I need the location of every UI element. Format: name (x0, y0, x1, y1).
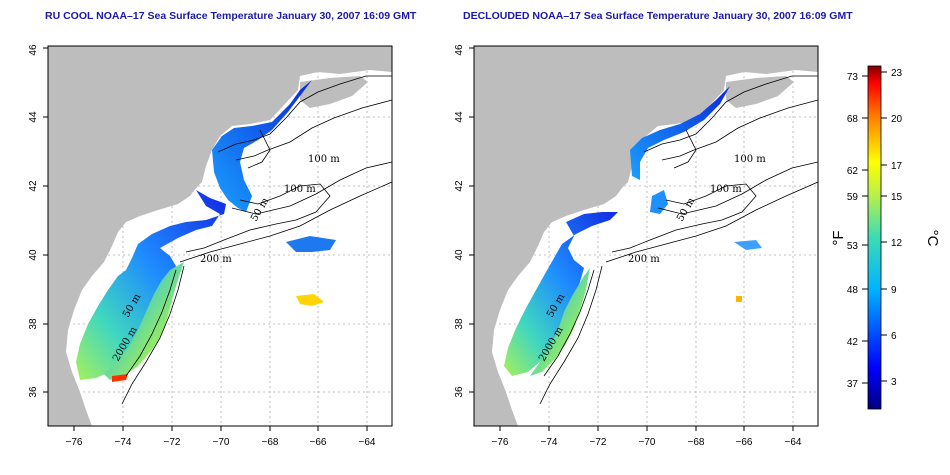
right-ytick: 42 (454, 180, 465, 192)
right-x-tick-labels: −76 −74 −72 −70 −68 −66 −64 (492, 437, 802, 448)
left-ytick: 44 (28, 111, 39, 123)
right-ytick: 38 (454, 318, 465, 330)
right-xtick: −74 (541, 437, 558, 448)
right-ytick: 36 (454, 386, 465, 398)
left-ytick: 38 (28, 318, 39, 330)
right-xtick: −76 (492, 437, 509, 448)
left-ytick: 40 (28, 249, 39, 261)
right-ytick: 46 (454, 44, 465, 56)
right-map-title: DECLOUDED NOAA–17 Sea Surface Temperatur… (463, 10, 853, 22)
left-xtick: −70 (213, 437, 230, 448)
right-xtick: −64 (785, 437, 802, 448)
right-xtick: −72 (590, 437, 607, 448)
left-xtick: −64 (359, 437, 376, 448)
colorbar-f-tick: 62 (847, 166, 859, 177)
colorbar-f-tick: 68 (847, 114, 859, 125)
colorbar-f-tick: 73 (847, 72, 859, 83)
colorbar-f-tick: 42 (847, 337, 859, 348)
colorbar-c-tick-labels: 23 20 17 15 12 9 6 3 (891, 68, 903, 388)
colorbar-fahrenheit-label: °F (830, 230, 847, 245)
right-map-panel: 100 m 100 m 50 m 200 m 50 m 2000 m −76 −… (454, 44, 819, 448)
left-sst-offshore-patch (286, 236, 336, 252)
right-bathymetry-contours (539, 75, 819, 405)
right-xtick: −68 (688, 437, 705, 448)
right-contour-label-200m: 200 m (628, 254, 660, 265)
colorbar-f-tick-labels: 73 68 62 59 53 48 42 37 (847, 72, 859, 390)
temperature-colorbar: 73 68 62 59 53 48 42 37 23 20 17 15 12 9… (830, 65, 941, 410)
left-xtick: −72 (164, 437, 181, 448)
left-ytick: 36 (28, 386, 39, 398)
colorbar-c-tick: 6 (891, 331, 897, 342)
right-sst-shelf-warm (530, 268, 590, 376)
right-sst-cape-cod-patch (650, 190, 668, 214)
right-axis-ticks (469, 47, 794, 431)
left-nova-scotia (300, 76, 368, 108)
right-sst-warm-eddy (736, 296, 742, 302)
colorbar-celsius-label: °C (924, 230, 941, 247)
right-contour-label-100m-a: 100 m (734, 154, 766, 165)
colorbar-f-tick: 53 (847, 241, 859, 252)
left-contour-label-100m-b: 100 m (284, 184, 316, 195)
colorbar-f-tick: 59 (847, 192, 859, 203)
colorbar-c-tick: 17 (891, 161, 903, 172)
colorbar-f-tick: 48 (847, 285, 859, 296)
left-sst-gulf-of-maine (212, 80, 312, 212)
right-y-tick-labels: 36 38 40 42 44 46 (454, 44, 465, 398)
colorbar-gradient (867, 65, 882, 410)
right-contour-label-100m-b: 100 m (710, 184, 742, 195)
left-xtick: −66 (310, 437, 327, 448)
left-bathymetry-contours (121, 75, 393, 405)
right-nova-scotia (726, 76, 794, 108)
left-map-panel: 100 m 100 m 50 m 200 m 50 m 2000 m −76 −… (28, 44, 393, 448)
right-land (474, 46, 818, 426)
colorbar-c-tick: 15 (891, 192, 903, 203)
right-xtick: −66 (736, 437, 753, 448)
colorbar-c-tick: 20 (891, 114, 903, 125)
left-xtick: −74 (115, 437, 132, 448)
right-sst-gulf-of-maine (630, 86, 730, 180)
left-axis-ticks (43, 47, 368, 431)
right-map-frame (473, 45, 819, 427)
left-map-title: RU COOL NOAA–17 Sea Surface Temperature … (45, 10, 417, 22)
left-ytick: 42 (28, 180, 39, 192)
colorbar-c-tick: 23 (891, 68, 903, 79)
left-land (48, 46, 392, 426)
left-sst-hot-spot (112, 374, 128, 382)
right-xtick: −70 (639, 437, 656, 448)
right-sst-offshore-patch (734, 240, 762, 250)
colorbar-c-tick: 12 (891, 238, 903, 249)
right-sst-coast (504, 212, 618, 376)
right-ytick: 44 (454, 111, 465, 123)
left-sst-warm-eddy (296, 294, 324, 306)
left-xtick: −76 (66, 437, 83, 448)
left-x-tick-labels: −76 −74 −72 −70 −68 −66 −64 (66, 437, 376, 448)
colorbar-ticks (862, 71, 887, 384)
colorbar-c-tick: 9 (891, 285, 897, 296)
left-map-frame (47, 45, 393, 427)
left-sst-coast (76, 190, 226, 380)
left-contour-label-100m-a: 100 m (308, 154, 340, 165)
left-ytick: 46 (28, 44, 39, 56)
left-contour-label-200m: 200 m (200, 254, 232, 265)
left-sst-shelf-warm (104, 262, 184, 380)
right-ytick: 40 (454, 249, 465, 261)
colorbar-c-tick: 3 (891, 377, 897, 388)
left-xtick: −68 (262, 437, 279, 448)
colorbar-f-tick: 37 (847, 379, 859, 390)
left-y-tick-labels: 36 38 40 42 44 46 (28, 44, 39, 398)
